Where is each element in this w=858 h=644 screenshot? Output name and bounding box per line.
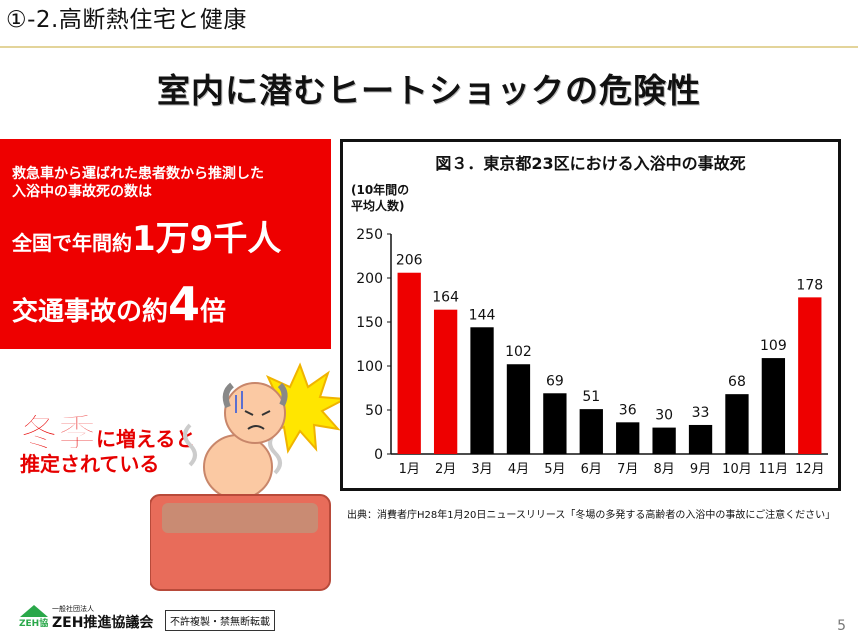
y-tick-label: 50 bbox=[365, 403, 383, 419]
stat2-prefix: 交通事故の約 bbox=[12, 297, 169, 327]
bar-9月 bbox=[688, 424, 713, 454]
stat1-prefix: 全国で年間約 bbox=[12, 231, 132, 255]
page-number: 5 bbox=[837, 618, 846, 634]
source-citation: 出典：消費者庁H28年1月20日ニュースリリース「冬場の多発する高齢者の入浴中の… bbox=[347, 510, 836, 521]
logo-text: ZEH協 bbox=[19, 617, 48, 627]
y-tick-label: 200 bbox=[356, 271, 383, 287]
y-tick-label: 150 bbox=[356, 315, 383, 331]
winter-note: 冬季に増えると bbox=[19, 402, 196, 457]
x-tick-label: 12月 bbox=[795, 462, 825, 477]
bar-value-label: 164 bbox=[432, 290, 459, 306]
y-axis-unit-label: (10年間の 平均人数) bbox=[351, 182, 409, 214]
bar-8月 bbox=[652, 427, 676, 454]
bar-7月 bbox=[616, 422, 640, 454]
stat2-suffix: 倍 bbox=[200, 297, 227, 327]
callout-line-1: 救急車から運ばれた患者数から推測した bbox=[12, 166, 264, 182]
y-axis-unit-line-2: 平均人数) bbox=[351, 199, 405, 213]
y-tick-label: 250 bbox=[356, 227, 383, 243]
x-tick-label: 5月 bbox=[544, 462, 565, 477]
bar-value-label: 33 bbox=[692, 405, 710, 421]
bar-value-label: 69 bbox=[546, 373, 564, 389]
bar-value-label: 30 bbox=[655, 408, 673, 424]
bar-value-label: 68 bbox=[728, 374, 746, 390]
bar-value-label: 36 bbox=[619, 402, 637, 418]
person-mouth bbox=[247, 425, 265, 430]
org-name: ZEH推進協議会 bbox=[52, 615, 154, 631]
bar-2月 bbox=[433, 309, 458, 454]
x-tick-label: 6月 bbox=[581, 462, 602, 477]
y-tick-label: 0 bbox=[374, 447, 383, 463]
x-tick-label: 2月 bbox=[435, 462, 456, 477]
callout-description: 救急車から運ばれた患者数から推測した 入浴中の事故死の数は bbox=[12, 165, 264, 201]
section-header: ①-2.高断熱住宅と健康 bbox=[6, 7, 247, 33]
bar-10月 bbox=[725, 394, 749, 454]
bar-value-label: 109 bbox=[760, 338, 787, 354]
bar-11月 bbox=[761, 358, 786, 454]
bar-value-label: 206 bbox=[396, 253, 423, 269]
x-tick-label: 10月 bbox=[722, 462, 752, 477]
winter-note-line2: 推定されている bbox=[20, 452, 160, 476]
bar-value-label: 102 bbox=[505, 344, 532, 360]
bathtub-water bbox=[162, 503, 318, 533]
stat1-value: 1万9千人 bbox=[132, 219, 282, 259]
x-tick-label: 11月 bbox=[759, 462, 789, 477]
org-type: 一般社団法人 bbox=[52, 605, 94, 613]
bar-chart: 0 50 100 150 200 250 206 1月 164 2月 144 3月 102 4月 69 5月 5… bbox=[356, 227, 828, 477]
winter-rest-text: に増えると bbox=[96, 427, 196, 451]
callout-line-2: 入浴中の事故死の数は bbox=[12, 184, 152, 200]
bar-12月 bbox=[798, 297, 822, 454]
bar-1月 bbox=[397, 272, 421, 454]
x-tick-label: 8月 bbox=[653, 462, 674, 477]
elderly-bath-illustration bbox=[150, 362, 349, 591]
bar-6月 bbox=[579, 409, 603, 454]
person-body bbox=[203, 434, 273, 500]
chart-title: 図３．東京都23区における入浴中の事故死 bbox=[435, 154, 746, 173]
winter-big-text: 冬季 bbox=[19, 411, 97, 456]
person-head bbox=[224, 382, 286, 444]
bar-value-label: 178 bbox=[796, 277, 823, 293]
x-tick-label: 1月 bbox=[399, 462, 420, 477]
zeh-logo-icon: ZEH協 bbox=[19, 605, 48, 627]
x-tick-label: 9月 bbox=[690, 462, 711, 477]
bar-value-label: 144 bbox=[469, 307, 496, 323]
bar-value-label: 51 bbox=[582, 389, 600, 405]
chart-frame: 図３．東京都23区における入浴中の事故死 (10年間の 平均人数) 0 50 100… bbox=[340, 139, 841, 491]
slide-title: 室内に潜むヒートショックの危険性 bbox=[157, 71, 701, 110]
stat2-value: 4 bbox=[168, 277, 201, 331]
person-hair-2 bbox=[277, 382, 288, 407]
x-tick-label: 4月 bbox=[508, 462, 529, 477]
bar-4月 bbox=[506, 364, 531, 454]
stat-annual-deaths: 全国で年間約1万9千人 bbox=[12, 211, 281, 260]
stat-traffic-ratio: 交通事故の約4倍 bbox=[12, 277, 226, 331]
x-tick-label: 3月 bbox=[471, 462, 492, 477]
copyright-stamp: 不許複製・禁無断転載 bbox=[165, 610, 275, 631]
y-tick-label: 100 bbox=[356, 359, 383, 375]
steam-icon bbox=[183, 423, 197, 467]
person-eye bbox=[244, 410, 254, 416]
y-axis-unit-line-1: (10年間の bbox=[351, 183, 410, 197]
stat-callout-box: 救急車から運ばれた患者数から推測した 入浴中の事故死の数は 全国で年間約1万9千… bbox=[0, 139, 331, 349]
bar-5月 bbox=[543, 393, 567, 454]
person-hair bbox=[222, 382, 235, 409]
header-divider bbox=[0, 46, 858, 48]
person-eye-2 bbox=[261, 410, 271, 416]
x-tick-label: 7月 bbox=[617, 462, 638, 477]
bar-3月 bbox=[470, 327, 494, 454]
